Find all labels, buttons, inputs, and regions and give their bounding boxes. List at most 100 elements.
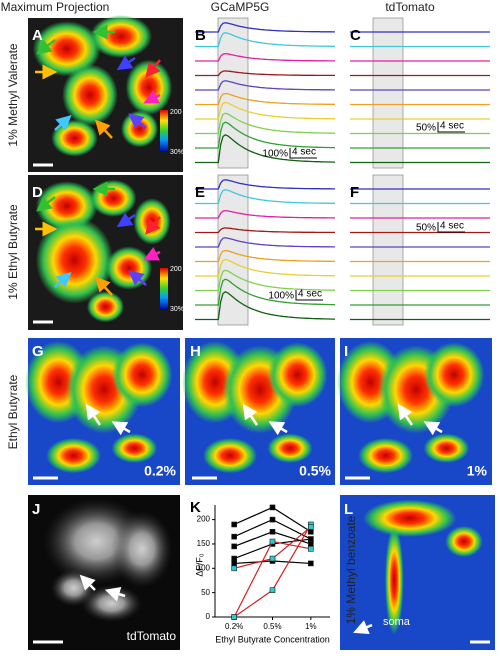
trace (195, 269, 335, 292)
signal-blob (111, 342, 173, 408)
trace (195, 70, 335, 77)
panel-letter: K (190, 499, 201, 516)
arrow (353, 620, 373, 635)
marker (231, 560, 237, 567)
scale-label: 50% (416, 223, 436, 234)
signal-blob (111, 510, 173, 588)
signal-blob (90, 179, 137, 217)
trace (195, 209, 335, 219)
scale-bar (289, 148, 317, 159)
marker (231, 533, 237, 540)
trace (195, 227, 335, 234)
arrow (143, 246, 161, 261)
marker (308, 536, 314, 542)
arrow (145, 216, 161, 235)
row-label: 1% Methyl Valerate (6, 43, 20, 146)
signal-blob (121, 110, 159, 148)
row-label: 1% Ethyl Butyrate (6, 204, 20, 300)
trace (195, 101, 336, 120)
scale-label: 4 sec (298, 289, 322, 300)
panel-letter: J (32, 501, 40, 518)
trace (195, 258, 336, 277)
panel-letter: C (350, 27, 361, 44)
signal-blob (384, 526, 404, 635)
trace (195, 121, 335, 149)
y-tick-label: 50 (201, 588, 210, 597)
signal-blob (267, 342, 328, 408)
x-tick-label: 1% (305, 622, 317, 631)
signal-blob (35, 216, 114, 304)
concentration-label: 0.2% (144, 463, 176, 479)
signal-blob (32, 21, 101, 77)
signal-blob (125, 59, 173, 116)
arrow (94, 276, 113, 296)
panel-letter: D (32, 184, 43, 201)
x-tick-label: 0.2% (225, 622, 243, 631)
trace (195, 179, 335, 190)
trace-layer: 100% 4 sec 50% 4 sec 100% 4 sec 50% 4 sec (195, 17, 490, 326)
arrow (85, 403, 102, 426)
panel-letter: I (344, 343, 348, 360)
y-tick-label: 0 (206, 612, 211, 621)
trace (195, 52, 335, 62)
y-tick-label: 150 (197, 539, 211, 548)
marker (308, 560, 314, 567)
marker (269, 538, 276, 545)
signal-blob (81, 584, 142, 623)
signal-blob (62, 64, 118, 126)
trace (195, 278, 335, 306)
arrow (128, 113, 147, 129)
marker (269, 587, 276, 594)
panel-letter: G (32, 343, 44, 360)
scale-bar (437, 222, 465, 233)
scale-label: 100% (262, 149, 288, 160)
panel-letter: A (32, 27, 43, 44)
concentration-label: 1% (467, 463, 488, 479)
arrow (54, 114, 72, 131)
image-label: tdTomato (127, 629, 177, 643)
arrow (128, 270, 147, 286)
marker (269, 528, 276, 535)
arrow (111, 421, 131, 436)
marker (308, 546, 314, 552)
trace (195, 291, 335, 321)
panel-letter: E (195, 184, 205, 201)
panel-letter: H (190, 343, 201, 360)
y-axis-label: ΔF/F₀ (194, 553, 204, 577)
arrow (397, 403, 414, 426)
panel-letter: L (344, 501, 353, 518)
marker (269, 504, 276, 511)
trace (195, 237, 335, 248)
arrow (143, 89, 161, 104)
marker (308, 541, 314, 547)
signal-blob (46, 437, 101, 474)
signal-blob (86, 291, 125, 323)
label-layer: Maximum Projection GCaMP5G tdTomato 1% Meth… (1, 0, 488, 643)
colorbar (160, 268, 168, 310)
colorbar-label: 200 (170, 266, 182, 273)
marker (231, 543, 237, 550)
arrow (36, 196, 56, 212)
trace (195, 189, 335, 205)
colorbar (160, 110, 168, 152)
arrow (242, 403, 259, 426)
stimulus-window (217, 174, 249, 326)
signal-blob (423, 433, 470, 463)
arrow (104, 587, 126, 602)
trace (195, 112, 335, 135)
signal-blob (111, 433, 158, 463)
concentration-label: 0.5% (299, 463, 331, 479)
arrow (79, 574, 96, 591)
scale-label: 4 sec (440, 121, 464, 132)
trace (195, 22, 335, 33)
signal-blob (363, 499, 457, 537)
signal-blob (51, 119, 98, 157)
marker (231, 521, 237, 528)
colorbar-label: 30% (170, 306, 184, 313)
y-tick-label: 200 (197, 515, 211, 524)
chart-k: 0 50 100 150 200 0.2% 0.5% 1% ΔF/F₀ Ethyl Butyrat… (194, 504, 330, 644)
marker (269, 555, 276, 562)
scale-label: 4 sec (292, 147, 316, 158)
column-header: tdTomato (385, 0, 435, 14)
